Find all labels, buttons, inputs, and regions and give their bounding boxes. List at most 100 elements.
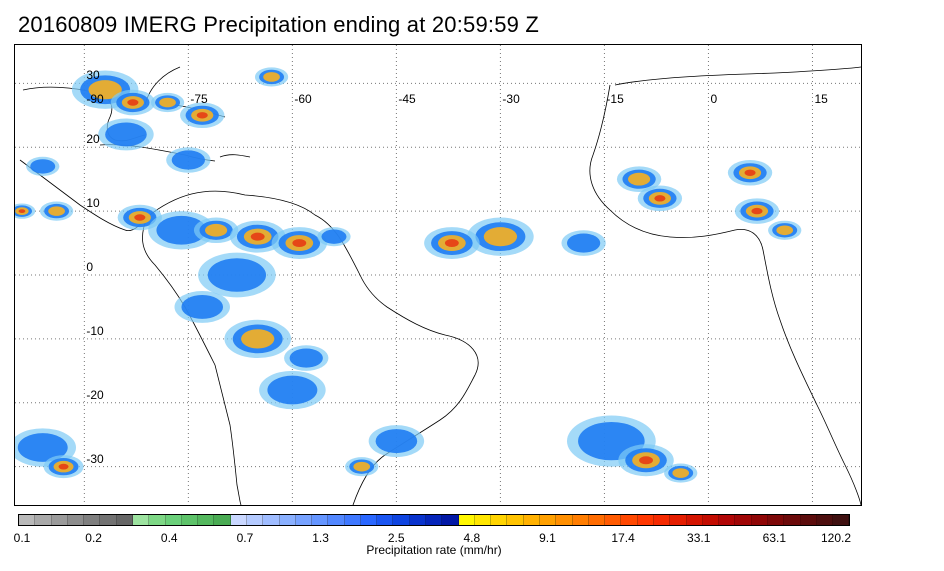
- precip-cell-level: [159, 97, 176, 108]
- precip-cell-level: [776, 225, 794, 236]
- precip-cell: [39, 201, 74, 221]
- coastline-hispaniola: [219, 154, 251, 158]
- lon-tick-label: -30: [502, 92, 520, 107]
- colorbar-swatch: [67, 515, 85, 525]
- precip-cell: [148, 211, 215, 250]
- precip-cell-level: [30, 159, 56, 174]
- colorbar-tick-label: 1.3: [312, 531, 329, 545]
- lon-tick-label: 0: [710, 92, 718, 107]
- lat-tick-label: -30: [86, 451, 104, 466]
- colorbar-swatch: [686, 515, 703, 525]
- precip-cell: [271, 227, 328, 260]
- coastline-mediterranean: [614, 66, 861, 86]
- precip-cell-level: [353, 461, 371, 472]
- colorbar-swatch: [784, 515, 801, 525]
- lat-tick-label: -20: [86, 387, 104, 402]
- precip-cell-level: [744, 169, 756, 176]
- colorbar-swatch: [19, 515, 36, 525]
- colorbar-swatch: [116, 515, 133, 525]
- colorbar-swatch: [165, 515, 182, 525]
- precip-cell-level: [321, 229, 347, 244]
- colorbar-swatch: [751, 515, 768, 525]
- precip-cell-level: [444, 239, 459, 248]
- precip-cell: [110, 89, 156, 116]
- precip-cell: [734, 198, 780, 224]
- colorbar: [18, 514, 850, 526]
- precip-cell: [616, 166, 662, 192]
- precip-cell-level: [289, 348, 323, 368]
- precip-cell-level: [241, 329, 275, 349]
- precip-cell: [254, 67, 289, 87]
- lon-tick-label: -75: [190, 92, 208, 107]
- precip-cell-level: [483, 227, 518, 247]
- colorbar-swatch: [426, 515, 443, 525]
- lon-tick-label: 15: [814, 92, 828, 107]
- precip-cell: [15, 203, 36, 219]
- colorbar-swatch: [491, 515, 508, 525]
- precipitation-map[interactable]: -90 -75 -60 -45 -30 -15 0 15 30 20 10 0 -10 -20 -30: [14, 44, 862, 506]
- colorbar-swatch: [637, 515, 654, 525]
- precip-cell: [618, 444, 674, 477]
- precip-cell: [43, 455, 84, 479]
- colorbar-swatch: [653, 515, 671, 525]
- lon-tick-label: -45: [398, 92, 416, 107]
- colorbar-swatch: [702, 515, 720, 525]
- colorbar-swatch: [621, 515, 638, 525]
- lat-tick-label: 0: [86, 260, 94, 274]
- colorbar-tick-label: 2.5: [387, 531, 405, 545]
- colorbar-swatch: [100, 515, 117, 525]
- colorbar-tick-label: 33.1: [687, 531, 711, 545]
- colorbar-swatch: [523, 515, 540, 525]
- precip-cell: [467, 217, 534, 256]
- colorbar-swatch: [588, 515, 606, 525]
- colorbar-swatch: [198, 515, 215, 525]
- colorbar-swatch: [816, 515, 834, 525]
- colorbar-swatch: [735, 515, 752, 525]
- colorbar-tick-label: 0.1: [13, 531, 31, 545]
- lat-tick-label: 30: [86, 68, 100, 83]
- colorbar-swatch: [377, 515, 394, 525]
- colorbar-swatch: [556, 515, 573, 525]
- page-title: 20160809 IMERG Precipitation ending at 2…: [18, 12, 540, 37]
- colorbar-swatch: [474, 515, 492, 525]
- colorbar-tick-label: 63.1: [762, 531, 787, 545]
- precip-cell-level: [263, 72, 280, 82]
- colorbar-swatch: [246, 515, 264, 525]
- precip-cell-level: [171, 150, 206, 170]
- precip-cell: [193, 217, 239, 244]
- precip-cell-level: [672, 468, 690, 478]
- colorbar-tick-label: 0.7: [236, 531, 254, 545]
- colorbar-tick-label: 17.4: [611, 531, 635, 545]
- precip-cell: [727, 160, 773, 186]
- precip-cell-level: [127, 99, 139, 106]
- precip-cell: [424, 227, 480, 260]
- colorbar-swatch: [458, 515, 475, 525]
- colorbar-tick-label: 0.4: [160, 531, 178, 545]
- colorbar-swatch: [442, 515, 459, 525]
- coastline-africa: [589, 84, 861, 505]
- precip-cell: [229, 220, 286, 253]
- lat-tick-label: 10: [86, 196, 100, 211]
- colorbar-swatch: [149, 515, 166, 525]
- precip-cell: [317, 227, 351, 247]
- colorbar-swatch: [312, 515, 329, 525]
- precip-cell-level: [58, 463, 69, 470]
- colorbar-swatch: [35, 515, 52, 525]
- lon-tick-label: -15: [606, 92, 624, 107]
- precip-cell-level: [17, 433, 68, 462]
- precip-cell: [368, 425, 425, 458]
- lat-tick-label: -10: [86, 323, 104, 338]
- precip-cell-level: [292, 239, 307, 248]
- colorbar-swatch: [328, 515, 345, 525]
- precip-cell-level: [48, 206, 65, 216]
- precip-cell: [98, 118, 154, 151]
- precip-cell: [561, 230, 606, 256]
- precip-cell-level: [250, 232, 265, 241]
- colorbar-swatch: [344, 515, 361, 525]
- precip-cell-level: [566, 233, 601, 253]
- precip-cell: [637, 185, 683, 212]
- precip-cell-level: [205, 223, 228, 237]
- colorbar-swatch: [132, 515, 150, 525]
- precip-cell-level: [654, 195, 666, 202]
- colorbar-swatch: [719, 515, 736, 525]
